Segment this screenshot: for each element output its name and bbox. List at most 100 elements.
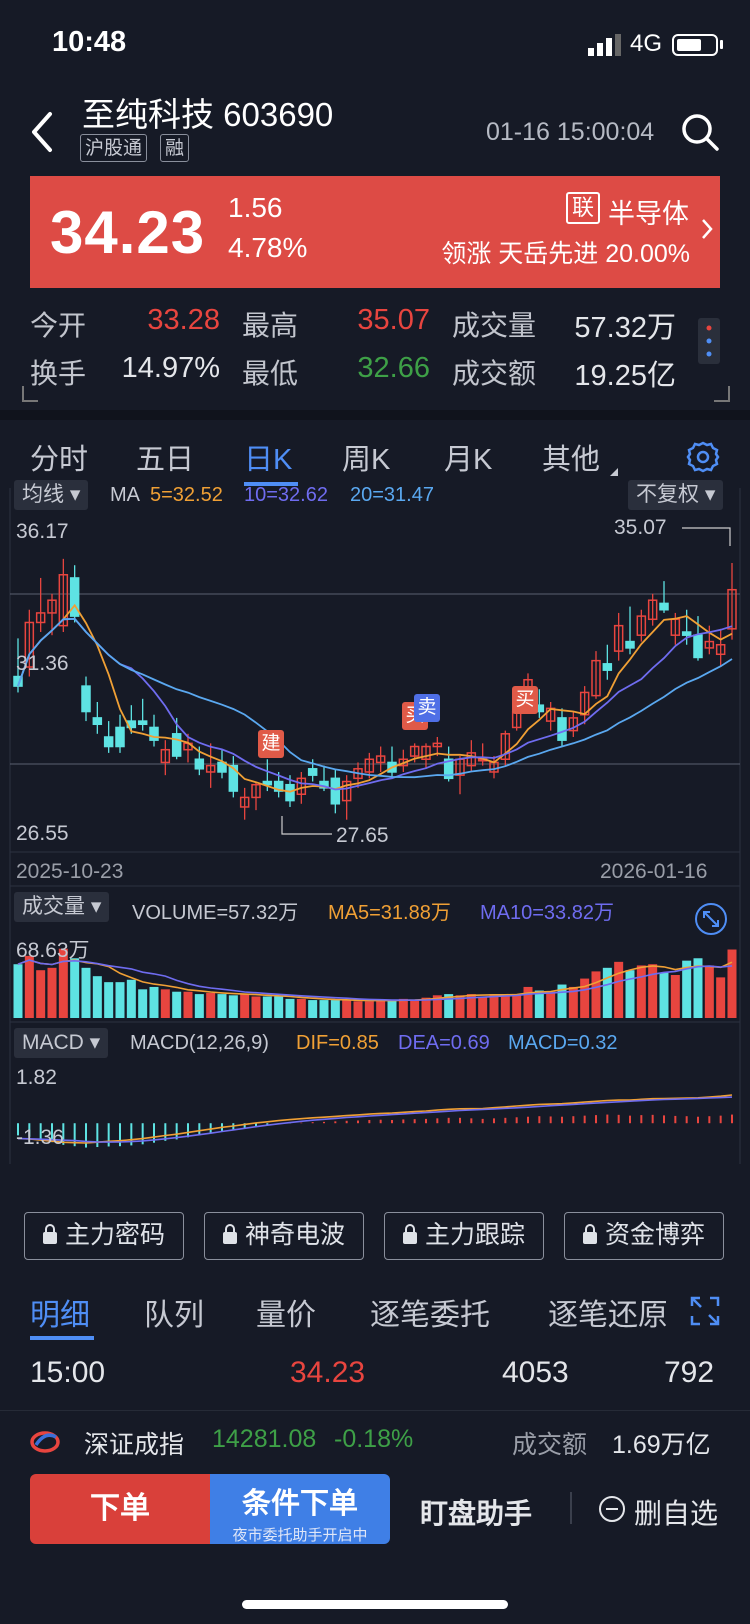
ma5-legend: 5=32.52 — [150, 484, 223, 506]
volume-bar — [240, 994, 250, 1018]
volume-bar — [534, 990, 544, 1018]
tab-order-by-order[interactable]: 逐笔委托 — [370, 1299, 490, 1332]
turnover-label: 换手 — [30, 358, 87, 389]
tab-five-day[interactable]: 五日 — [136, 444, 195, 476]
ma10-legend: 10=32.62 — [244, 484, 328, 506]
macd-value: MACD=0.32 — [508, 1032, 618, 1054]
lock-icon — [42, 1224, 57, 1244]
tool-magic-wave[interactable]: 神奇电波 — [204, 1212, 364, 1260]
order-button[interactable]: 下单 — [30, 1474, 210, 1544]
index-amount-label: 成交额 — [512, 1431, 588, 1459]
volume-bar — [217, 994, 227, 1018]
macd-selector[interactable]: MACD ▾ — [14, 1028, 109, 1058]
candle-body — [35, 612, 46, 624]
tool-fund-game[interactable]: 资金博弈 — [564, 1212, 724, 1260]
active-tab-indicator — [244, 482, 298, 486]
candle-body — [602, 663, 613, 671]
conditional-order-button[interactable]: 条件下单 夜市委托助手开启中 — [210, 1474, 390, 1544]
tab-queue[interactable]: 队列 — [144, 1299, 204, 1332]
quote-time: 01-16 15:00:04 — [486, 118, 655, 146]
tool-label: 主力跟踪 — [424, 1221, 525, 1249]
adjust-selector[interactable]: 不复权 ▾ — [628, 480, 724, 510]
volume-bar — [421, 997, 431, 1018]
volume-value: 57.32万 — [574, 312, 676, 344]
date-start: 2025-10-23 — [16, 860, 124, 883]
candle-body — [228, 764, 239, 792]
dropdown-triangle-icon — [610, 468, 618, 476]
tab-intraday[interactable]: 分时 — [30, 444, 89, 476]
candle-body — [659, 602, 669, 611]
volume-bar — [228, 995, 238, 1018]
volume-bar — [194, 994, 204, 1018]
volume-bar — [682, 960, 692, 1018]
volume-bar — [353, 1001, 363, 1018]
marker-sell[interactable]: 卖 — [414, 694, 440, 722]
tab-weekly-k[interactable]: 周K — [342, 444, 391, 476]
candle-body — [171, 733, 182, 757]
candle-body — [647, 599, 658, 621]
candle-body — [341, 780, 352, 802]
volume-selector-label: 成交量 — [22, 895, 85, 918]
last-price: 34.23 — [50, 199, 206, 266]
monitor-assistant-button[interactable]: 盯盘助手 — [420, 1498, 533, 1529]
index-name: 深证成指 — [84, 1431, 185, 1459]
macd-dif-line — [17, 1094, 733, 1144]
lock-icon — [222, 1224, 237, 1244]
candle-body — [160, 748, 171, 764]
ma-selector-label: 均线 — [22, 483, 64, 506]
home-indicator — [242, 1600, 508, 1609]
macd-params: MACD(12,26,9) — [130, 1032, 269, 1054]
remove-circle-icon[interactable] — [598, 1495, 626, 1523]
index-amount: 1.69万亿 — [612, 1431, 711, 1459]
volume-bar — [251, 996, 261, 1018]
back-arrow-icon[interactable] — [28, 110, 58, 154]
volume-bar — [387, 1000, 397, 1018]
status-time: 10:48 — [52, 26, 127, 58]
marker-buy-2[interactable]: 买 — [512, 686, 538, 714]
volume-bar — [580, 978, 590, 1018]
index-value: 14281.08 — [212, 1425, 317, 1453]
marker-build[interactable]: 建 — [258, 730, 284, 758]
ma-selector[interactable]: 均线 ▾ — [14, 480, 89, 510]
candle-body — [47, 599, 57, 614]
price-banner[interactable]: 34.23 1.56 4.78% 联 半导体 领涨 天岳先进 20.00% — [30, 176, 720, 288]
more-stats-icon[interactable] — [698, 318, 720, 364]
volume-bar — [455, 995, 465, 1018]
trade-count: 792 — [664, 1356, 715, 1389]
resize-icon[interactable] — [694, 902, 728, 936]
high-label: 最高 — [242, 310, 299, 341]
candle-body — [568, 717, 579, 732]
tool-main-code[interactable]: 主力密码 — [24, 1212, 184, 1260]
remove-watchlist-button[interactable]: 删自选 — [634, 1498, 719, 1529]
volume-bar — [296, 998, 306, 1018]
candle-body — [115, 726, 125, 748]
candle-body — [681, 631, 692, 636]
index-ticker-row[interactable]: 深证成指 14281.08 -0.18% 成交额 1.69万亿 — [0, 1410, 750, 1475]
fullscreen-icon[interactable] — [690, 1296, 720, 1326]
tab-detail[interactable]: 明细 — [30, 1299, 90, 1332]
kline-chart-panel[interactable]: 均线 ▾ MA 5=32.52 10=32.62 20=31.47 不复权 ▾ … — [0, 480, 750, 1200]
tab-other[interactable]: 其他 — [542, 444, 601, 476]
candle-body — [704, 640, 715, 649]
volume-bar — [614, 961, 624, 1018]
volume-selector[interactable]: 成交量 ▾ — [14, 892, 110, 922]
volume-bar — [659, 972, 669, 1018]
tab-daily-k[interactable]: 日K — [244, 444, 293, 476]
gear-icon[interactable] — [686, 440, 720, 474]
volume-bar — [58, 948, 68, 1018]
candle-body — [466, 752, 477, 767]
volume-bar — [206, 992, 216, 1018]
ma-legend-label: MA — [110, 484, 140, 506]
macd-selector-label: MACD — [22, 1031, 84, 1054]
tool-main-track[interactable]: 主力跟踪 — [384, 1212, 544, 1260]
volume-bar — [523, 986, 533, 1018]
tab-monthly-k[interactable]: 月K — [444, 444, 493, 476]
kline-chart-svg[interactable] — [0, 488, 750, 1200]
tab-trade-restore[interactable]: 逐笔还原 — [548, 1299, 666, 1332]
low-value: 32.66 — [357, 352, 430, 384]
macd-dif: DIF=0.85 — [296, 1032, 379, 1054]
tab-volume-price[interactable]: 量价 — [256, 1299, 316, 1332]
lock-icon — [402, 1224, 417, 1244]
volume-bar — [398, 998, 408, 1018]
search-icon[interactable] — [680, 112, 720, 152]
